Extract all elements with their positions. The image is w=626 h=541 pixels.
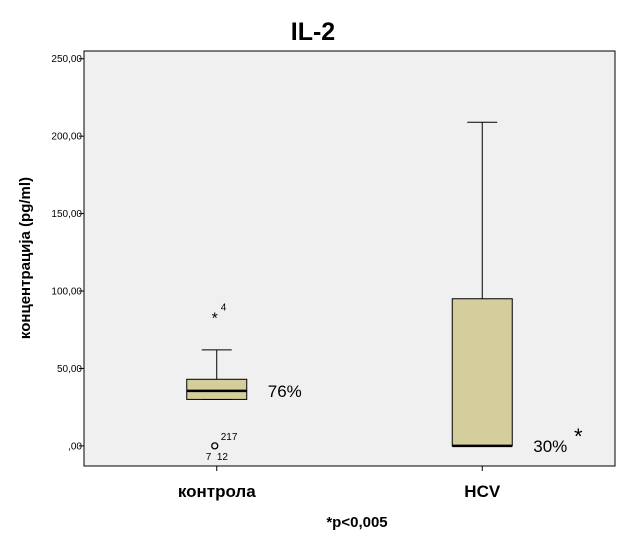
- y-axis: ,00 50,00 100,00 150,00 200,00 250,00: [51, 54, 84, 452]
- y-tick-label: 250,00: [51, 54, 82, 65]
- y-tick-label: 50,00: [57, 364, 82, 375]
- outlier-point: [211, 442, 219, 450]
- x-category-label: HCV: [464, 482, 501, 501]
- box: [451, 298, 513, 447]
- outlier-extreme: *: [212, 310, 218, 327]
- outlier-label: 7 12: [206, 452, 229, 463]
- outlier-label: 217: [221, 432, 238, 443]
- outlier-label: 4: [221, 302, 227, 313]
- y-axis-label: концентрација (pg/ml): [17, 177, 34, 339]
- x-category-label: контрола: [178, 482, 256, 501]
- plot-area: [83, 50, 616, 467]
- box: [186, 378, 248, 400]
- percent-annotation: 76%: [268, 382, 302, 401]
- x-axis: контрола HCV: [178, 466, 501, 501]
- y-tick-label: 150,00: [51, 209, 82, 220]
- y-tick-label: 200,00: [51, 132, 82, 143]
- y-tick-label: 100,00: [51, 287, 82, 298]
- x-axis-label: *p<0,005: [326, 514, 387, 531]
- percent-annotation: 30%: [533, 437, 567, 456]
- y-tick-label: ,00: [68, 441, 82, 452]
- chart-title: IL-2: [291, 18, 335, 46]
- significance-star: *: [574, 424, 583, 449]
